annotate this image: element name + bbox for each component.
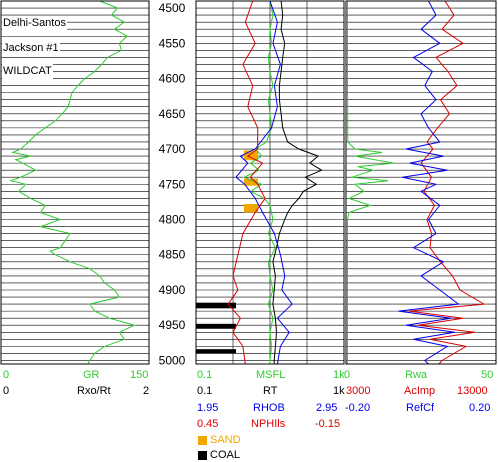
refcf-curve <box>398 0 460 365</box>
depth-label: 4650 <box>159 107 186 121</box>
gr-max: 150 <box>130 369 149 381</box>
depth-label: 4500 <box>159 1 186 15</box>
well-name: Delhi-Santos <box>2 16 67 31</box>
rhob-max: 2.95 <box>316 402 338 414</box>
lithology-fill <box>196 150 258 354</box>
well-type: WILDCAT <box>2 64 53 79</box>
well-log-chart: 4500 4550 4600 4650 4700 4750 4800 4850 4900 4950… <box>0 0 497 366</box>
depth-label: 4550 <box>159 36 186 50</box>
rwa-max: 50 <box>481 369 494 381</box>
sand-interval <box>244 178 258 186</box>
rwa-label: Rwa <box>405 369 428 381</box>
rhob-label: RHOB <box>253 402 285 414</box>
depth-label: 4850 <box>159 248 186 262</box>
refcf-label: RefCf <box>406 402 435 414</box>
acimp-max: 13000 <box>457 385 488 397</box>
sand-label: SAND <box>210 434 241 446</box>
track-frame <box>0 0 150 365</box>
rhob-min: 1.95 <box>197 402 219 414</box>
rt-curve <box>272 0 323 364</box>
msfl-label: MSFL <box>256 369 286 381</box>
gr-label: GR <box>83 369 100 381</box>
nphi-min: 0.45 <box>197 418 219 430</box>
rxort-max: 2 <box>143 385 150 397</box>
depth-label: 4700 <box>159 142 186 156</box>
well-number: Jackson #1 <box>2 41 60 56</box>
depth-label: 4950 <box>159 318 186 332</box>
coal-interval <box>196 302 236 309</box>
coal-interval <box>196 349 236 354</box>
refcf-max: 0.20 <box>469 402 491 414</box>
nphi-max: -0.15 <box>315 418 341 430</box>
msfl-min: 0.1 <box>197 369 213 381</box>
rt-label: RT <box>263 385 278 397</box>
coal-swatch <box>198 451 207 460</box>
acimp-min: 3000 <box>346 385 371 397</box>
gr-curve <box>9 0 136 365</box>
rt-max: 1k <box>333 385 345 397</box>
rwa-min: 0 <box>344 369 351 381</box>
depth-label: 5000 <box>159 353 186 366</box>
refcf-min: -0.20 <box>345 402 371 414</box>
coal-interval <box>196 323 236 329</box>
msfl-max: 1k <box>333 369 345 381</box>
msfl-curve <box>242 0 276 364</box>
track-frame <box>195 0 345 365</box>
depth-label: 4800 <box>159 213 186 227</box>
nphi-label: NPHIls <box>251 418 286 430</box>
sand-interval <box>244 150 258 161</box>
depth-label: 4750 <box>159 177 186 191</box>
nphi-curve <box>227 0 266 365</box>
depth-labels: 4500 4550 4600 4650 4700 4750 4800 4850 4900 4950… <box>159 1 186 366</box>
rt-min: 0.1 <box>197 385 213 397</box>
coal-label: COAL <box>210 449 240 461</box>
track-frame <box>345 0 497 365</box>
rhob-curve <box>235 0 293 365</box>
rxort-label: Rxo/Rt <box>77 385 111 397</box>
rxort-min: 0 <box>3 385 10 397</box>
depth-label: 4900 <box>159 283 186 297</box>
sand-swatch <box>198 436 207 445</box>
sand-interval <box>244 203 258 213</box>
track-frames <box>0 0 497 365</box>
gr-min: 0 <box>3 369 10 381</box>
acimp-label: AcImp <box>404 385 436 397</box>
acimp-curve <box>408 0 486 365</box>
rwa-curve <box>347 1 395 364</box>
depth-label: 4600 <box>159 72 186 86</box>
